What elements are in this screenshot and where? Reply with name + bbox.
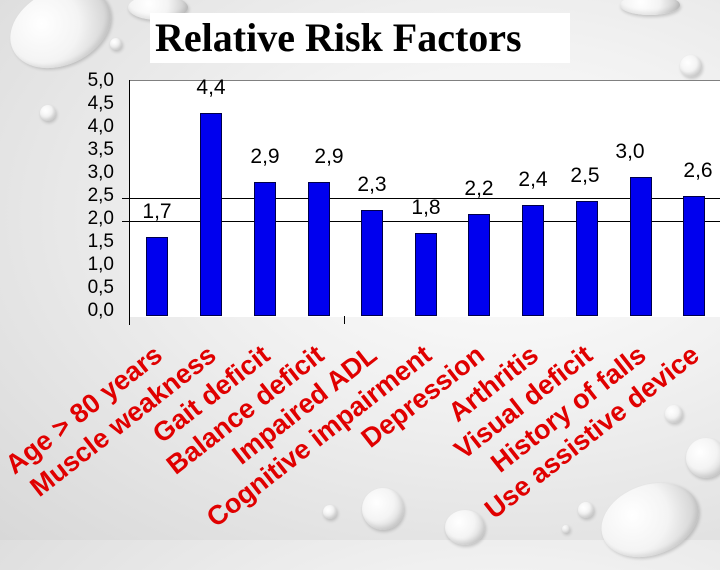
water-drop-decoration [110, 38, 122, 50]
gridline-2-0 [122, 221, 720, 222]
water-drop-decoration [680, 55, 702, 77]
water-drop-decoration [40, 105, 56, 121]
water-drop-decoration [323, 505, 337, 519]
bar-value-label: 2,4 [518, 168, 548, 192]
water-drop-decoration [686, 438, 720, 478]
bar [415, 232, 437, 316]
y-tick-label: 1,5 [87, 231, 114, 252]
bar-value-label: 1,8 [411, 195, 441, 219]
bar-value-label: 2,5 [570, 163, 600, 187]
bar [576, 200, 598, 316]
bar-value-label: 2,9 [314, 145, 344, 169]
bar-value-label: 3,0 [615, 140, 645, 164]
y-tick-label: 3,0 [87, 162, 114, 183]
y-tick-label: 5,0 [87, 70, 114, 91]
bar [254, 182, 276, 316]
water-drop-decoration [362, 488, 404, 530]
bar [308, 182, 330, 316]
bar [361, 209, 383, 316]
y-tick-label: 4,5 [87, 93, 114, 114]
water-drop-decoration [591, 470, 709, 570]
x-axis-tick [344, 316, 345, 324]
gridline-2-5 [122, 198, 720, 199]
bar [468, 214, 490, 316]
water-drop-decoration [578, 502, 594, 518]
bar-value-label: 1,7 [142, 200, 172, 224]
title-background [150, 13, 570, 63]
y-tick-label: 2,5 [87, 185, 114, 206]
bar [683, 195, 705, 316]
y-axis-line [129, 80, 130, 325]
bar-value-label: 2,2 [464, 177, 494, 201]
bar-value-label: 2,9 [250, 145, 280, 169]
y-tick-label: 0,0 [87, 300, 114, 321]
bar [200, 112, 222, 316]
y-tick-label: 2,0 [87, 208, 114, 229]
bar-value-label: 4,4 [196, 75, 226, 99]
bar [630, 177, 652, 316]
x-axis-tick [129, 316, 130, 324]
water-drop-decoration [562, 525, 570, 533]
y-tick-label: 4,0 [87, 116, 114, 137]
water-drop-decoration [620, 0, 680, 15]
water-drop-decoration [445, 510, 485, 545]
bar [522, 205, 544, 316]
y-tick-label: 0,5 [87, 277, 114, 298]
chart-title: Relative Risk Factors [155, 15, 522, 60]
y-tick-label: 3,5 [87, 139, 114, 160]
y-tick-label: 1,0 [87, 254, 114, 275]
water-drop-decoration [665, 405, 683, 423]
bar-value-label: 2,3 [357, 172, 387, 196]
bar-value-label: 2,6 [683, 158, 713, 182]
bar [146, 237, 168, 316]
